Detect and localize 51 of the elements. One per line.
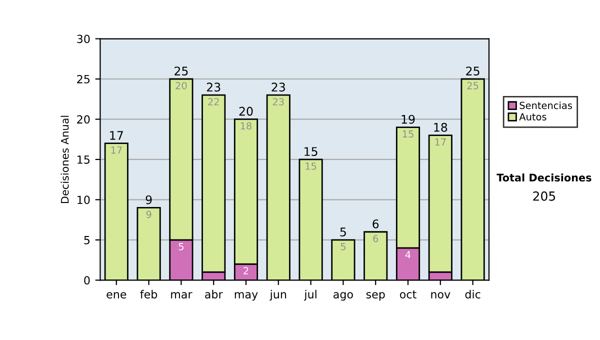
y-tick-label: 15: [78, 156, 90, 164]
data-label: 5: [340, 243, 346, 250]
y-tick-label: 20: [77, 115, 90, 124]
data-label: 2: [244, 267, 248, 274]
y-tick-label: 10: [78, 196, 90, 204]
x-tick-label: may: [234, 292, 258, 301]
total-label: 19: [402, 114, 415, 124]
x-tick-label: nov: [431, 292, 450, 298]
x-tick-label: ago: [334, 292, 353, 301]
total-label: 23: [206, 82, 220, 92]
y-axis-title: Decisiones Anual: [60, 116, 69, 203]
y-tick-label: 30: [77, 34, 90, 44]
total-label: 15: [304, 147, 318, 156]
x-tick-label: mar: [171, 292, 192, 298]
total-label: 20: [239, 106, 253, 116]
total-label: 17: [110, 131, 123, 140]
total-label: 9: [146, 195, 152, 204]
legend-label: Autos: [519, 113, 546, 120]
y-tick-label: 5: [84, 236, 90, 244]
x-tick-label: oct: [400, 290, 416, 298]
x-tick-label: abr: [205, 290, 223, 298]
data-label: 22: [208, 98, 219, 106]
data-label: 5: [178, 243, 184, 250]
data-label: 6: [373, 234, 378, 242]
y-tick-label: 25: [77, 74, 90, 84]
data-label: 9: [146, 210, 152, 218]
x-tick-label: ene: [106, 292, 126, 298]
data-label: 18: [240, 122, 252, 130]
data-label: 17: [111, 146, 122, 154]
text: 205: [533, 191, 556, 201]
total-label: 25: [174, 66, 188, 76]
total-label: 6: [372, 219, 379, 228]
total-label: 23: [272, 82, 285, 92]
x-tick-label: sep: [366, 292, 385, 301]
x-tick-label: feb: [140, 290, 158, 298]
total-label: 18: [434, 122, 448, 132]
total-label: 25: [466, 66, 480, 76]
total-label: 5: [340, 228, 346, 236]
data-label: 15: [402, 130, 414, 138]
data-label: 20: [176, 82, 187, 90]
data-label: 15: [306, 162, 316, 170]
data-label: 4: [405, 251, 411, 258]
x-tick-label: jun: [270, 290, 286, 301]
text: Total Decisiones: [496, 173, 592, 182]
y-tick-label: 0: [84, 276, 90, 285]
x-tick-label: dic: [465, 290, 480, 298]
legend-label: Sentencias: [520, 102, 572, 110]
data-label: 17: [435, 138, 446, 146]
data-label: 25: [467, 82, 478, 90]
data-label: 23: [272, 98, 284, 106]
x-tick-label: jul: [304, 290, 316, 301]
